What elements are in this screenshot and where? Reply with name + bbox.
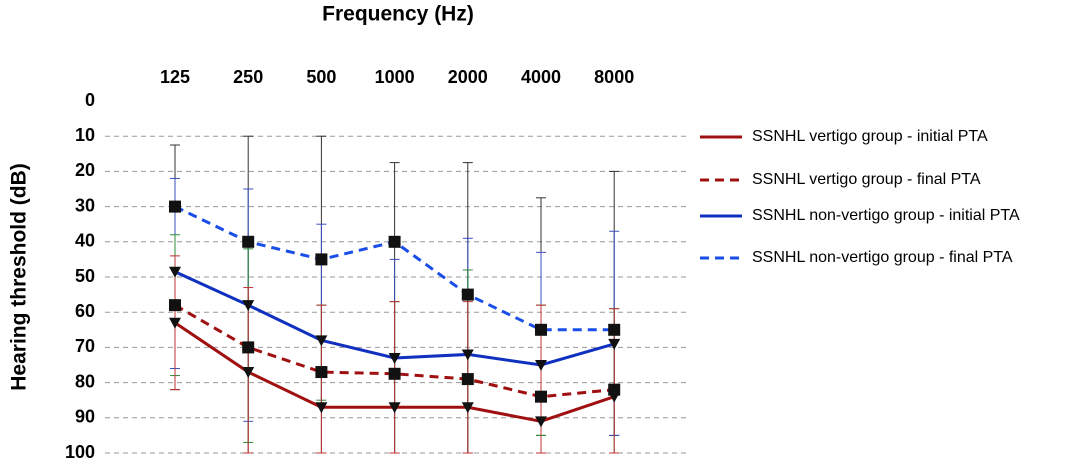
marker xyxy=(461,402,474,414)
x-tick-label: 4000 xyxy=(521,67,561,87)
marker xyxy=(535,390,547,403)
marker xyxy=(535,416,547,428)
marker xyxy=(169,200,181,213)
y-tick-label: 70 xyxy=(75,336,95,356)
marker xyxy=(608,383,621,396)
y-tick-label: 20 xyxy=(75,160,95,180)
marker xyxy=(388,352,401,364)
legend-label: SSNHL vertigo group - initial PTA xyxy=(752,128,988,145)
y-tick-label: 90 xyxy=(75,407,95,427)
marker xyxy=(388,402,401,414)
y-tick-label: 60 xyxy=(75,301,95,321)
marker xyxy=(315,366,328,379)
y-axis-label: Hearing threshold (dB) xyxy=(8,163,31,391)
y-tick-label: 30 xyxy=(75,195,95,215)
marker xyxy=(315,402,328,414)
marker xyxy=(461,349,474,361)
legend-label: SSNHL non-vertigo group - initial PTA xyxy=(752,207,1020,224)
y-tick-label: 10 xyxy=(75,125,95,145)
marker xyxy=(169,317,181,329)
y-tick-label: 80 xyxy=(75,371,95,391)
marker xyxy=(608,323,621,336)
marker xyxy=(535,323,547,336)
y-tick-label: 0 xyxy=(85,90,95,110)
x-tick-label: 1000 xyxy=(375,67,415,87)
marker xyxy=(388,235,401,248)
marker xyxy=(242,235,255,248)
y-tick-label: 100 xyxy=(65,442,95,462)
marker xyxy=(242,300,255,312)
marker xyxy=(388,367,401,380)
legend-label: SSNHL non-vertigo group - final PTA xyxy=(752,249,1013,266)
y-tick-label: 50 xyxy=(75,266,95,286)
marker xyxy=(169,266,181,278)
x-tick-label: 125 xyxy=(160,67,190,87)
marker xyxy=(535,360,547,371)
marker xyxy=(315,253,328,266)
error-bar xyxy=(316,304,327,454)
marker xyxy=(315,335,328,347)
marker xyxy=(608,338,621,350)
marker xyxy=(461,373,474,386)
x-tick-label: 2000 xyxy=(448,67,488,87)
y-tick-label: 40 xyxy=(75,231,95,251)
marker xyxy=(461,288,474,301)
marker xyxy=(242,341,255,354)
marker xyxy=(169,299,181,312)
x-tick-label: 8000 xyxy=(594,67,634,87)
chart-title: Frequency (Hz) xyxy=(322,3,474,26)
legend-label: SSNHL vertigo group - final PTA xyxy=(752,171,981,188)
x-tick-label: 250 xyxy=(233,67,263,87)
x-tick-label: 500 xyxy=(306,67,336,87)
marker xyxy=(242,367,255,379)
